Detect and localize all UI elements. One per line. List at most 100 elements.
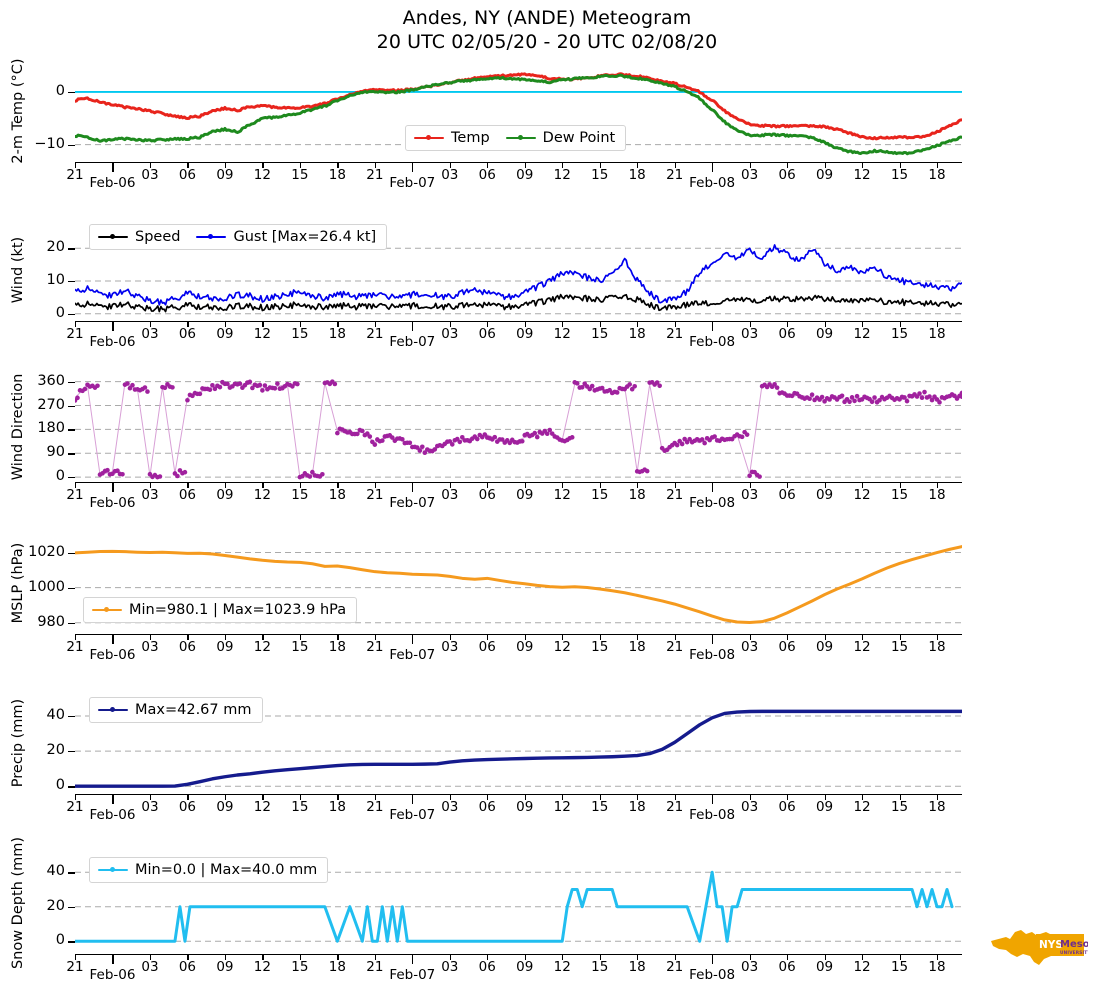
data-point (644, 468, 650, 474)
data-point (712, 434, 717, 439)
legend-swatch-icon (98, 707, 128, 712)
data-point (744, 432, 750, 437)
data-point (175, 473, 180, 479)
x-tick-mark (149, 483, 152, 488)
x-tick-mark (674, 163, 676, 168)
x-tick-label: 18 (928, 487, 946, 503)
x-tick-label: 12 (853, 799, 871, 815)
chart-canvas-wind (75, 244, 962, 315)
data-point (157, 474, 163, 479)
x-tick-label: 18 (928, 959, 946, 975)
x-tick-label: 15 (591, 326, 609, 342)
x-tick-mark (112, 483, 114, 492)
data-point (142, 385, 148, 390)
x-tick-mark (412, 322, 414, 331)
x-tick-label: 03 (441, 799, 459, 815)
x-tick-label: Feb-08 (689, 495, 736, 511)
x-tick-mark (937, 795, 939, 800)
y-tick-mark (68, 429, 75, 431)
x-tick-label: 12 (853, 167, 871, 183)
x-tick-mark (937, 955, 939, 960)
x-tick-mark (562, 795, 564, 800)
data-point (355, 431, 360, 437)
data-point (432, 447, 438, 452)
y-tick-mark (68, 381, 75, 383)
data-point (95, 383, 100, 389)
x-tick-label: 21 (366, 167, 384, 183)
legend-swatch-icon (98, 867, 128, 872)
x-tick-mark (487, 163, 489, 168)
data-point (417, 448, 423, 453)
x-tick-label: Feb-06 (89, 495, 136, 511)
data-point (459, 434, 465, 440)
x-tick-mark (449, 955, 451, 960)
x-tick-label: Feb-06 (89, 647, 136, 663)
data-point (295, 381, 300, 387)
x-tick-mark (824, 322, 826, 327)
x-tick-label: 21 (666, 959, 684, 975)
data-point (657, 383, 662, 389)
data-point (262, 383, 268, 388)
y-tick-label: 0 (55, 932, 65, 949)
x-tick-label: 09 (516, 799, 534, 815)
x-tick-label: 12 (253, 326, 271, 342)
x-tick-label: Feb-06 (89, 175, 136, 191)
x-tick-mark (449, 635, 451, 640)
data-point (877, 397, 882, 403)
x-tick-mark (749, 955, 751, 960)
x-tick-mark (112, 955, 114, 964)
x-tick-mark (524, 322, 526, 327)
x-tick-label: 12 (853, 487, 871, 503)
x-tick-label: 15 (591, 959, 609, 975)
data-point (682, 436, 687, 442)
x-tick-label: 03 (741, 799, 759, 815)
x-tick-mark (712, 635, 714, 644)
x-tick-mark (862, 795, 864, 800)
x-tick-label: 12 (253, 487, 271, 503)
x-tick-mark (899, 322, 901, 327)
x-tick-mark (637, 795, 639, 800)
x-tick-mark (524, 795, 526, 800)
data-point (380, 438, 385, 443)
x-tick-mark (787, 163, 789, 168)
x-tick-label: 09 (216, 959, 234, 975)
x-tick-label: 03 (441, 167, 459, 183)
x-tick-label: Feb-07 (389, 647, 436, 663)
legend-temperature: Temp Dew Point (405, 125, 627, 151)
x-tick-mark (862, 635, 864, 640)
x-tick-label: 09 (815, 167, 834, 183)
x-tick-label: 12 (853, 959, 871, 975)
x-tick-mark (374, 163, 377, 168)
data-point (162, 385, 168, 391)
x-tick-mark (374, 795, 377, 800)
x-tick-label: 06 (478, 167, 496, 183)
x-tick-label: 03 (441, 959, 459, 975)
data-point (854, 393, 860, 399)
data-point (237, 381, 243, 386)
svg-text:Mesonet: Mesonet (1060, 939, 1088, 950)
x-tick-label: 15 (291, 959, 309, 975)
legend-entry: Gust [Max=26.4 kt] (196, 229, 376, 245)
x-tick-label: 21 (66, 167, 84, 183)
x-tick-label: 18 (928, 799, 946, 815)
x-tick-label: 03 (441, 326, 459, 342)
title-line-1: Andes, NY (ANDE) Meteogram (402, 7, 692, 29)
x-tick-label: 21 (666, 167, 684, 183)
x-tick-mark (749, 795, 751, 800)
x-tick-label: 15 (291, 326, 309, 342)
x-tick-label: Feb-06 (89, 334, 136, 350)
x-tick-mark (899, 483, 901, 488)
legend-wind: Speed Gust [Max=26.4 kt] (89, 224, 388, 250)
y-tick-mark (68, 587, 75, 589)
x-tick-mark (749, 322, 751, 327)
y-tick-label: 0 (55, 777, 65, 794)
plot-area-wind_direction (75, 375, 962, 483)
x-tick-label: 12 (253, 799, 271, 815)
data-point (125, 381, 130, 386)
data-point (197, 391, 203, 397)
data-point (654, 380, 660, 385)
chart-canvas-wind_direction (75, 379, 962, 480)
x-tick-label: 12 (553, 639, 571, 655)
data-point (212, 386, 218, 392)
y-tick-label: 1000 (28, 578, 65, 595)
